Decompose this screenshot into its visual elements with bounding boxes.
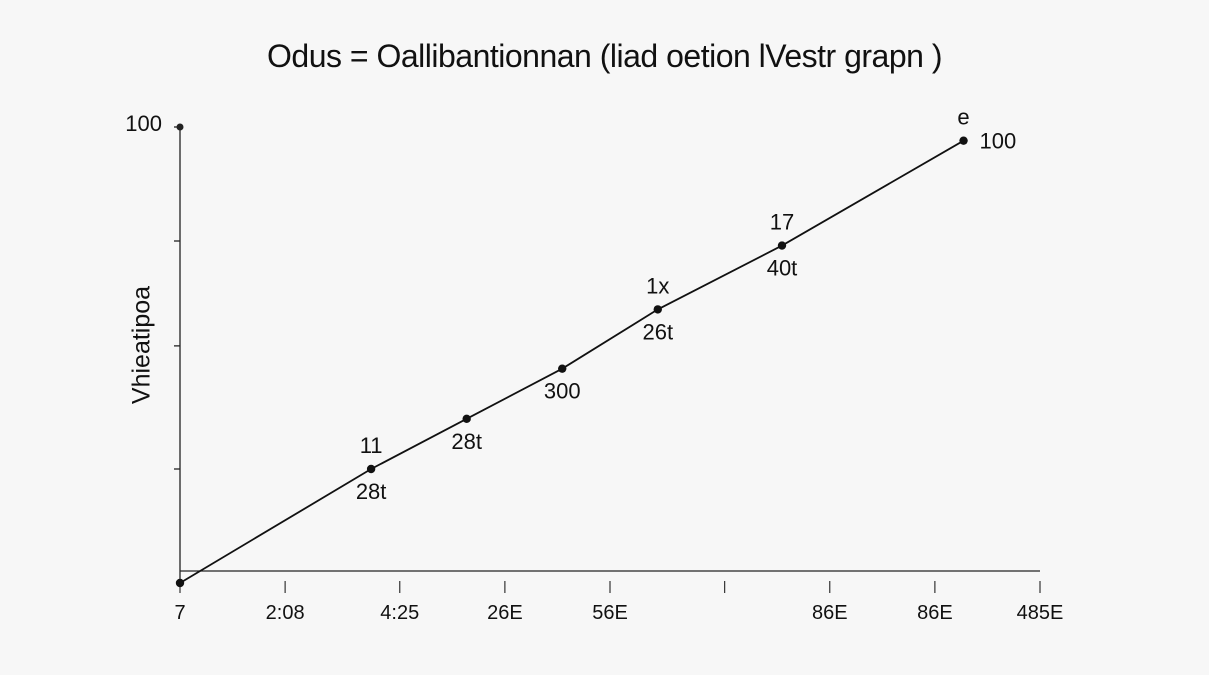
series-line: [179, 139, 965, 584]
data-label: 1x: [646, 273, 669, 298]
chart-labels: 11 28t 28t 300 1x 26t 17 40t e 100: [356, 105, 1016, 504]
data-label: 300: [544, 379, 581, 404]
data-point: [558, 364, 567, 373]
x-tick-label: 56E: [592, 602, 628, 624]
data-label: 28t: [356, 479, 387, 504]
data-point: [959, 136, 968, 145]
data-label: 40t: [767, 256, 798, 281]
x-tick-label: 86E: [812, 602, 848, 624]
data-label: 100: [980, 129, 1017, 154]
x-tick-label: 485E: [1017, 602, 1064, 624]
chart-series: [175, 136, 968, 588]
data-point: [175, 578, 185, 588]
data-point: [462, 414, 471, 424]
data-label: 26t: [642, 319, 673, 344]
x-tick-label: 86E: [917, 602, 953, 624]
data-point: [366, 464, 376, 474]
data-label: 17: [770, 210, 794, 235]
data-label: 11: [360, 433, 383, 458]
x-tick-label: 2:08: [266, 602, 305, 624]
chart-axes: [176, 123, 1040, 583]
x-tick-label: 7: [174, 602, 185, 624]
chart-title: Odus = Oallibantionnan (liad oetion lVes…: [267, 38, 942, 74]
x-tick-label: 26E: [487, 602, 523, 624]
y-tick-label: 100: [125, 111, 162, 136]
data-label: e: [957, 105, 969, 130]
axis-ticks: 100 7 2:08 4:25 26E 56E 86E 86E 485E: [125, 111, 1063, 624]
data-point: [777, 241, 787, 250]
data-point: [653, 305, 662, 314]
data-label: 28t: [451, 429, 482, 454]
x-tick-label: 4:25: [380, 602, 419, 624]
